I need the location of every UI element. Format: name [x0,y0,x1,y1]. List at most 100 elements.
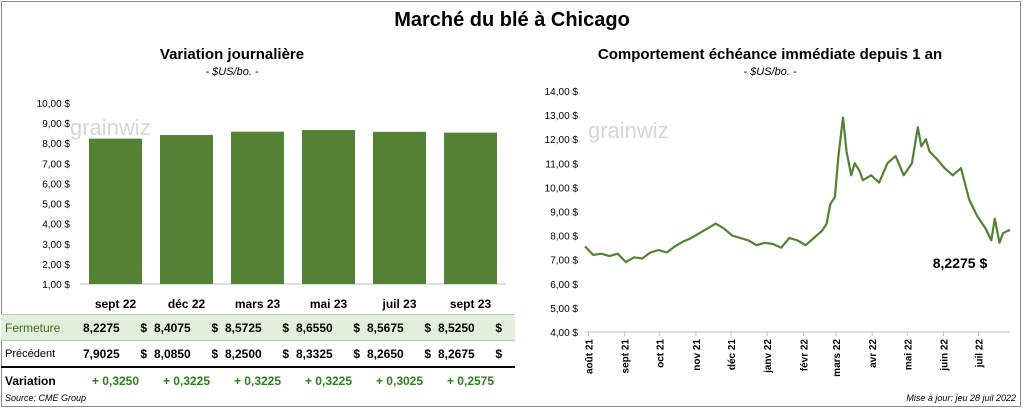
contract-label: mars 23 [234,297,281,311]
table-cell: + 0,3225 [293,374,364,388]
cell-value: 8,5675 [367,321,404,335]
contract-label: juil 23 [382,297,417,311]
line-chart: 4,00 $ 5,00 $ 6,00 $ 7,00 $ 8,00 $ 9,00 $ 10,0… [545,87,1011,377]
bar-sept-23 [444,132,497,284]
previous-row: Précédent 7,9025 $8,0850 $8,2500 $8,3325 $8,… [1,341,515,367]
line-x-tick-label: avr 22 [868,339,879,368]
line-x-tick-label: août 21 [585,339,596,374]
cell-value: 8,5250 [438,321,475,335]
bar-y-tick-label: 8,00 $ [42,139,70,150]
cell-value: + 0,3225 [162,374,211,388]
line-y-tick-label: 5,00 $ [550,304,578,315]
price-series-line [584,116,1011,264]
bar-chart: 1,00 $ 2,00 $ 3,00 $ 4,00 $ 5,00 $ 6,00 $ 7,00… [37,99,506,291]
table-cell: + 0,3025 [364,374,435,388]
cell-value: 8,5725 [225,321,262,335]
line-y-tick-label: 10,00 $ [545,183,579,194]
bar-y-tick-label: 1,00 $ [42,280,70,291]
currency-symbol: $ [424,321,431,335]
bar-y-tick-label: 3,00 $ [42,240,70,251]
cell-value: + 0,3025 [375,374,424,388]
contract-label: sept 23 [449,297,492,311]
line-x-tick-label: juin 22 [939,339,950,372]
bar-mars-23 [231,131,284,284]
line-y-tick-label: 4,00 $ [550,328,578,339]
line-y-tick-label: 6,00 $ [550,280,578,291]
cell-value: 8,2650 [367,347,404,361]
cell-value: + 0,3225 [304,374,353,388]
line-y-tick-label: 7,00 $ [550,256,578,267]
table-cell: + 0,2575 [435,374,506,388]
cell-value: 8,4075 [154,321,191,335]
bar-sept-22 [89,138,142,284]
contract-label: mai 23 [309,297,348,311]
line-x-tick-label: mai 22 [903,339,914,371]
line-y-tick-label: 12,00 $ [545,135,579,146]
grainwiz-watermark-left: grainwiz [70,115,151,140]
currency-symbol: $ [424,347,431,361]
currency-symbol: $ [353,347,360,361]
line-x-tick-label: févr 22 [799,339,810,372]
currency-symbol: $ [282,347,289,361]
variation-row-label: Variation [5,374,56,388]
bar-déc-22 [160,135,213,284]
variation-row: Variation + 0,3250 + 0,3225 + 0,3225 + 0,32… [1,367,515,393]
currency-symbol: $ [495,347,502,361]
bar-y-tick-label: 10,00 $ [37,99,71,110]
cell-value: 8,2275 [83,321,120,335]
cell-value: 8,2500 [225,347,262,361]
currency-symbol: $ [140,321,147,335]
line-x-tick-label: déc 21 [727,339,738,371]
close-row: Fermeture 8,2275 $8,4075 $8,5725 $8,6550 $8,… [1,314,515,341]
line-x-tick-label: nov 21 [692,339,703,371]
bar-mai-23 [302,130,355,284]
currency-symbol: $ [495,321,502,335]
cell-value: 8,3325 [296,347,333,361]
bar-juil-23 [373,131,426,284]
table-cell: + 0,3225 [151,374,222,388]
line-x-tick-label: janv 22 [763,339,774,374]
cell-value: + 0,3225 [233,374,282,388]
line-y-tick-label: 8,00 $ [550,232,578,243]
right-chart-title: Comportement échéance immédiate depuis 1… [597,46,943,63]
cell-value: 8,2675 [438,347,475,361]
contract-label: déc 22 [167,297,206,311]
line-y-tick-label: 9,00 $ [550,208,578,219]
cell-value: + 0,3250 [91,374,140,388]
line-y-tick-label: 13,00 $ [545,111,579,122]
table-cell: + 0,3225 [222,374,293,388]
last-value-label: 8,2275 $ [933,255,988,271]
bar-y-tick-label: 5,00 $ [42,200,70,211]
currency-symbol: $ [353,321,360,335]
close-row-label: Fermeture [5,321,61,335]
cell-value: 7,9025 [83,347,120,361]
bar-y-tick-label: 6,00 $ [42,179,70,190]
table-cell: + 0,3250 [80,374,151,388]
line-y-tick-label: 14,00 $ [545,87,579,98]
watermark-text: grainwiz [70,115,151,140]
line-y-tick-label: 11,00 $ [545,159,578,170]
cell-value: 8,0850 [154,347,191,361]
cell-value: + 0,2575 [446,374,495,388]
currency-symbol: $ [211,321,218,335]
currency-symbol: $ [140,347,147,361]
left-chart-title: Variation journalière [159,46,305,63]
contract-label: sept 22 [94,297,137,311]
previous-row-label: Précédent [5,348,56,360]
line-x-tick-label: juil 22 [974,339,985,369]
bar-y-tick-label: 7,00 $ [42,159,70,170]
currency-symbol: $ [282,321,289,335]
bar-y-tick-label: 2,00 $ [42,260,70,271]
grainwiz-watermark-right: grainwiz [588,118,669,143]
source-note: Source: CME Group [5,393,87,403]
currency-symbol: $ [211,347,218,361]
line-x-tick-label: mars 22 [832,339,843,377]
right-chart-subtitle: - $US/bo. - [743,66,797,78]
main-title: Marché du blé à Chicago [394,9,630,31]
bar-y-tick-label: 4,00 $ [42,220,70,231]
update-note: Mise à jour: jeu 28 juil 2022 [906,393,1016,403]
line-x-tick-label: sept 21 [621,339,632,374]
bar-y-tick-label: 9,00 $ [42,119,70,130]
cell-value: 8,6550 [296,321,333,335]
line-x-tick-label: oct 21 [656,339,667,368]
